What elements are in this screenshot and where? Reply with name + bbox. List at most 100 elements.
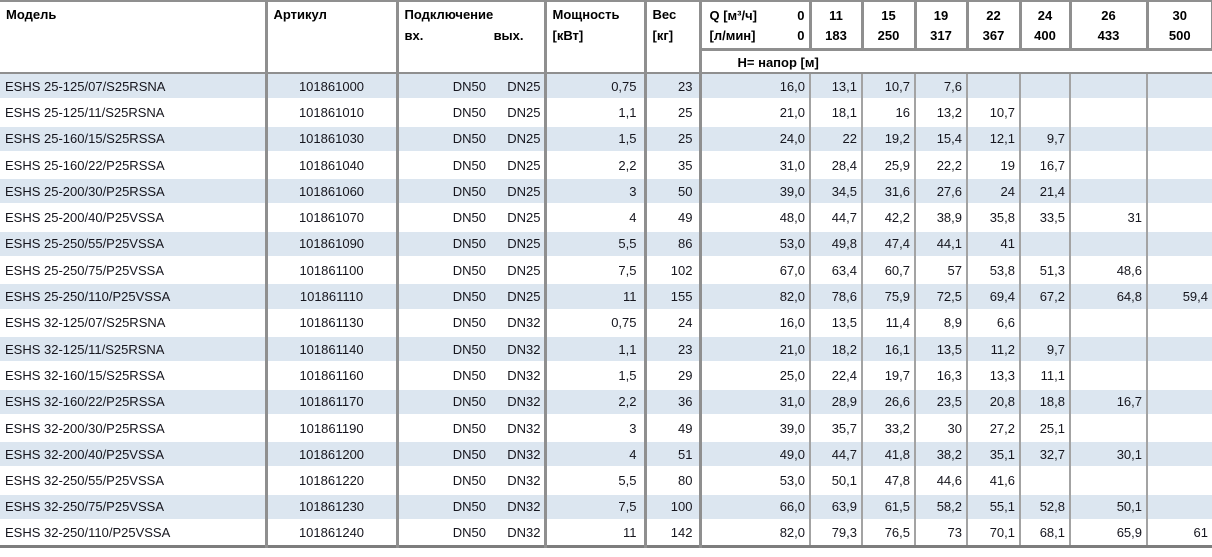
power-cell: 3 <box>545 414 647 442</box>
head-value-cell <box>1070 230 1148 258</box>
header-row-q: Модель Артикул Подключение вх. вых. Мощн… <box>0 1 1212 74</box>
head-value-cell: 28,4 <box>810 151 863 179</box>
weight-cell: 80 <box>645 467 702 494</box>
power-cell: 3 <box>545 178 647 205</box>
head-value-cell: 79,3 <box>810 520 863 547</box>
weight-cell: 49 <box>645 204 702 231</box>
inlet-cell: DN50 <box>397 388 490 415</box>
head-value-cell: 47,4 <box>862 230 916 258</box>
head-value-cell: 34,5 <box>810 178 863 205</box>
head-value-cell: 49,0 <box>700 441 811 468</box>
model-cell: ESHS 25-160/22/P25RSSA <box>0 151 268 179</box>
weight-cell: 51 <box>645 441 702 468</box>
head-value-cell <box>1147 415 1212 441</box>
head-value-cell: 41,6 <box>967 467 1021 494</box>
head-value-cell: 24 <box>967 178 1021 205</box>
head-value-cell: 52,8 <box>1020 493 1071 521</box>
head-row-label: H= напор [м] <box>700 49 1212 74</box>
article-cell: 101861040 <box>266 151 399 179</box>
inlet-cell: DN50 <box>397 178 490 205</box>
head-value-cell: 44,7 <box>810 441 863 468</box>
head-value-cell <box>1147 230 1212 258</box>
head-value-cell: 11,2 <box>967 335 1021 363</box>
outlet-cell: DN32 <box>490 388 547 415</box>
weight-cell: 142 <box>645 520 702 547</box>
table-row: ESHS 32-200/30/P25RSSA 101861190 DN50 DN32 3… <box>0 414 1212 442</box>
outlet-label: вых. <box>493 28 524 43</box>
head-value-cell: 22 <box>810 125 863 152</box>
inlet-cell: DN50 <box>397 125 490 152</box>
inlet-cell: DN50 <box>452 262 486 278</box>
table-row: ESHS 32-250/110/P25VSSA 101861240 DN50 DN32… <box>0 520 1212 547</box>
column-header-flow: 19 317 <box>915 1 969 51</box>
weight-cell: 29 <box>645 362 702 389</box>
model-cell: ESHS 32-250/75/P25VSSA <box>0 493 268 521</box>
table-row: ESHS 32-160/15/S25RSSA 101861160 DN50 DN32 1… <box>0 362 1212 389</box>
weight-cell: 155 <box>645 283 702 310</box>
inlet-cell: DN50 <box>397 335 490 363</box>
head-value-cell: 69,4 <box>967 283 1021 310</box>
head-value-cell: 19,2 <box>862 125 916 152</box>
head-value-cell: 55,1 <box>967 493 1021 521</box>
head-value-cell: 50,1 <box>1070 493 1148 521</box>
article-cell: 101861090 <box>266 230 399 258</box>
head-value-cell <box>1147 178 1212 205</box>
head-value-cell: 58,2 <box>915 493 968 521</box>
power-cell: 1,5 <box>545 362 647 389</box>
head-value-cell: 21,0 <box>700 335 811 363</box>
head-value-cell: 27,6 <box>915 178 968 205</box>
head-value-cell: 63,9 <box>810 493 863 521</box>
head-value-cell: 70,1 <box>967 520 1021 547</box>
head-value-cell: 44,1 <box>915 230 968 258</box>
head-value-cell: 21,4 <box>1020 178 1071 205</box>
head-value-cell: 11,4 <box>862 309 916 336</box>
outlet-cell: DN32 <box>490 467 547 494</box>
column-header-model: Модель <box>0 1 268 74</box>
table-row: ESHS 25-200/30/P25RSSA 101861060 DN50 DN25 3… <box>0 178 1212 205</box>
head-value-cell: 32,7 <box>1020 441 1071 468</box>
article-cell: 101861010 <box>266 99 399 126</box>
inlet-cell: DN50 <box>452 315 486 331</box>
article-cell: 101861220 <box>266 467 399 494</box>
head-value-cell: 16 <box>862 99 916 126</box>
article-cell: 101861110 <box>266 283 399 310</box>
outlet-cell: DN25 <box>490 283 547 310</box>
power-cell: 1,1 <box>545 335 647 363</box>
head-value-cell: 38,2 <box>915 441 968 468</box>
head-value-cell: 78,6 <box>810 283 863 310</box>
head-value-cell: 16,1 <box>862 335 916 363</box>
head-value-cell <box>1070 99 1148 126</box>
outlet-cell: DN32 <box>490 309 547 336</box>
head-value-cell <box>1147 257 1212 283</box>
head-value-cell: 13,3 <box>967 362 1021 389</box>
head-value-cell: 23,5 <box>915 388 968 415</box>
head-value-cell: 18,2 <box>810 335 863 363</box>
outlet-cell: DN25 <box>490 73 547 100</box>
column-header-flow: 15 250 <box>862 1 917 51</box>
head-value-cell: 25,1 <box>1020 414 1071 442</box>
inlet-cell: DN50 <box>452 525 486 541</box>
head-value-cell: 31 <box>1070 204 1148 231</box>
head-value-cell: 28,9 <box>810 388 863 415</box>
inlet-cell: DN50 <box>397 493 490 521</box>
model-cell: ESHS 25-200/30/P25RSSA <box>0 178 268 205</box>
head-value-cell: 11,1 <box>1020 362 1071 389</box>
head-value-cell: 31,6 <box>862 178 916 205</box>
head-value-cell <box>1147 362 1212 388</box>
table-body: ESHS 25-125/07/S25RSNA 101861000 DN50 DN25 0… <box>0 73 1212 547</box>
weight-cell: 86 <box>645 230 702 258</box>
head-value-cell: 13,1 <box>810 73 863 100</box>
head-value-cell: 39,0 <box>700 178 811 205</box>
article-cell: 101861060 <box>266 178 399 205</box>
article-cell: 101861070 <box>266 204 399 231</box>
inlet-cell: DN50 <box>397 441 490 468</box>
head-value-cell: 15,4 <box>915 125 968 152</box>
weight-cell: 23 <box>645 335 702 363</box>
column-header-flow: 11 183 <box>810 1 864 51</box>
table-row: ESHS 25-160/22/P25RSSA 101861040 DN50 DN25 2… <box>0 151 1212 179</box>
outlet-cell: DN25 <box>490 230 547 258</box>
head-value-cell <box>1147 493 1212 521</box>
head-value-cell: 44,6 <box>915 467 968 494</box>
model-cell: ESHS 32-160/22/P25RSSA <box>0 388 268 415</box>
head-value-cell: 16,0 <box>700 309 811 336</box>
